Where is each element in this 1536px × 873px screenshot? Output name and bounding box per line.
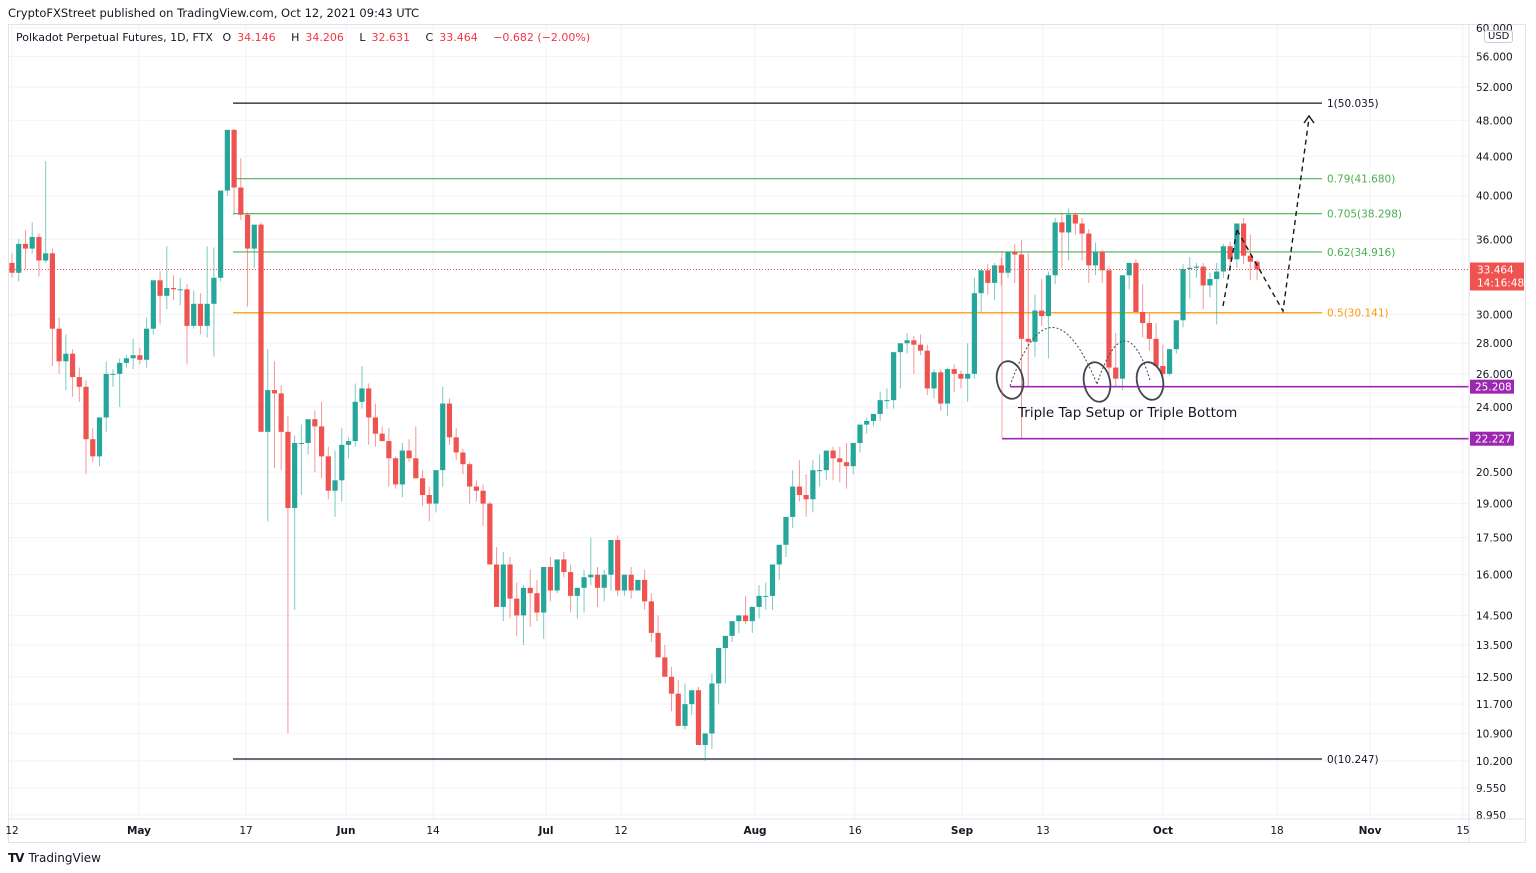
tradingview-logo-icon: TV <box>8 851 25 865</box>
time-tick: 17 <box>239 825 252 837</box>
brand-name: TradingView <box>28 851 101 865</box>
ohlc-close: C 33.464 <box>426 31 484 44</box>
bottom-ellipse <box>995 360 1025 400</box>
high-value: 34.206 <box>305 31 344 44</box>
candles <box>9 128 1260 761</box>
svg-text:22.227: 22.227 <box>1475 434 1512 446</box>
projection-path <box>1222 229 1238 307</box>
time-tick: Oct <box>1153 825 1173 837</box>
time-tick: 12 <box>5 825 18 837</box>
fib-level-label: 0.79(41.680) <box>1327 174 1395 186</box>
symbol-legend: Polkadot Perpetual Futures, 1D, FTX O 34.… <box>16 31 596 44</box>
price-tick: 12.500 <box>1476 672 1513 684</box>
price-tick: 11.700 <box>1476 699 1513 711</box>
price-tick: 24.000 <box>1476 402 1513 414</box>
price-tick: 13.500 <box>1476 640 1513 652</box>
open-value: 34.146 <box>237 31 276 44</box>
time-tick: 18 <box>1270 825 1283 837</box>
fib-level-label: 1(50.035) <box>1327 98 1379 110</box>
price-tick: 9.550 <box>1476 783 1506 795</box>
price-tick: 28.000 <box>1476 338 1513 350</box>
price-tick: 19.000 <box>1476 499 1513 511</box>
support-price-badge <box>1470 431 1514 446</box>
price-tick: 44.000 <box>1476 151 1513 163</box>
dotted-arc <box>1009 327 1098 387</box>
fib-level-label: 0.705(38.298) <box>1327 209 1402 221</box>
time-tick: May <box>127 825 151 837</box>
drawings[interactable]: Triple Tap Setup or Triple Bottom <box>9 114 1469 440</box>
price-tick: 14.500 <box>1476 610 1513 622</box>
change-value: −0.682 (−2.00%) <box>493 31 591 44</box>
time-tick: Aug <box>743 825 766 837</box>
time-tick: 14 <box>426 825 440 837</box>
price-tick: 52.000 <box>1476 82 1513 94</box>
low-label: L <box>359 31 366 44</box>
price-tick: 10.900 <box>1476 728 1513 740</box>
price-tick: 8.950 <box>1476 810 1506 822</box>
time-axis[interactable]: 12 May 17 Jun 14 Jul 12 Aug 16 Sep 13 Oct 18 Nov 15 <box>5 818 1526 837</box>
ohlc-open: O 34.146 <box>222 31 281 44</box>
time-tick: Jun <box>336 825 356 837</box>
pattern-annotation: Triple Tap Setup or Triple Bottom <box>1017 405 1237 421</box>
time-tick: 15 <box>1456 825 1469 837</box>
time-tick: Nov <box>1359 825 1382 837</box>
ohlc-low: L 32.631 <box>359 31 416 44</box>
price-tick: 36.000 <box>1476 234 1513 246</box>
high-label: H <box>291 31 300 44</box>
open-label: O <box>222 31 232 44</box>
ohlc-high: H 34.206 <box>291 31 350 44</box>
svg-text:25.208: 25.208 <box>1475 382 1512 394</box>
time-tick: Sep <box>951 825 974 837</box>
svg-text:14:16:48: 14:16:48 <box>1477 277 1524 289</box>
close-label: C <box>425 31 434 44</box>
time-tick: 12 <box>614 825 627 837</box>
price-axis[interactable]: 60.00056.00052.00048.00044.00040.00036.0… <box>1468 23 1524 843</box>
price-tick: 17.500 <box>1476 533 1513 545</box>
fibonacci-retracement[interactable]: 1(50.035) 0.79(41.680) 0.705(38.298) 0.62(3… <box>233 98 1402 766</box>
svg-text:33.464: 33.464 <box>1477 264 1514 276</box>
time-tick: Jul <box>538 825 554 837</box>
publisher-caption: CryptoFXStreet published on TradingView.… <box>8 6 420 20</box>
dotted-arc <box>1096 340 1151 385</box>
grid-lines <box>9 25 1469 819</box>
price-tick: 10.200 <box>1476 756 1513 768</box>
currency-badge[interactable]: USD <box>1484 30 1514 43</box>
fib-level-label: 0(10.247) <box>1327 754 1379 766</box>
support-price-badge <box>1470 379 1514 394</box>
low-value: 32.631 <box>371 31 411 44</box>
footer-branding[interactable]: TV TradingView <box>8 851 101 865</box>
current-price-badge <box>1470 262 1524 291</box>
time-tick: 13 <box>1036 825 1049 837</box>
price-tick: 16.000 <box>1476 570 1513 582</box>
projection-arrowhead-icon <box>1303 114 1315 124</box>
price-tick: 30.000 <box>1476 310 1513 322</box>
price-tick: 20.500 <box>1476 467 1513 479</box>
projection-path <box>1236 117 1310 314</box>
price-tick: 48.000 <box>1476 115 1513 127</box>
symbol-name: Polkadot Perpetual Futures, 1D, FTX <box>16 31 213 44</box>
fib-level-label: 0.62(34.916) <box>1327 247 1395 259</box>
price-tick: 40.000 <box>1476 191 1513 203</box>
time-tick: 16 <box>848 825 862 837</box>
bottom-ellipse <box>1082 361 1112 403</box>
bottom-ellipse <box>1135 361 1165 401</box>
price-tick: 26.000 <box>1476 369 1513 381</box>
chart-frame <box>8 24 1526 843</box>
price-tick: 56.000 <box>1476 52 1513 64</box>
close-value: 33.464 <box>439 31 478 44</box>
fib-level-label: 0.5(30.141) <box>1327 308 1389 320</box>
